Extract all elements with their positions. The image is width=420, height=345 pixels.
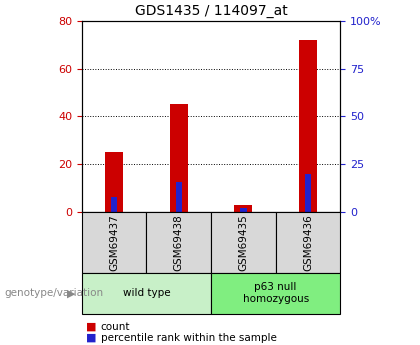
Text: percentile rank within the sample: percentile rank within the sample	[101, 333, 277, 343]
Text: GSM69436: GSM69436	[303, 214, 313, 271]
Text: GSM69435: GSM69435	[238, 214, 248, 271]
Text: genotype/variation: genotype/variation	[4, 288, 103, 298]
Bar	[82, 273, 211, 314]
Text: p63 null
homozygous: p63 null homozygous	[242, 283, 309, 304]
Text: GSM69438: GSM69438	[174, 214, 184, 271]
Text: wild type: wild type	[123, 288, 170, 298]
Bar	[304, 174, 311, 212]
Bar	[170, 105, 188, 212]
Text: ■: ■	[86, 322, 97, 332]
Bar	[211, 212, 276, 273]
Bar	[211, 273, 340, 314]
Text: ■: ■	[86, 333, 97, 343]
Bar	[147, 212, 211, 273]
Bar	[176, 181, 182, 212]
Bar	[82, 212, 147, 273]
Bar	[299, 40, 317, 212]
Text: ▶: ▶	[67, 288, 76, 298]
Text: GSM69437: GSM69437	[109, 214, 119, 271]
Bar	[240, 208, 247, 212]
Bar	[105, 152, 123, 212]
Text: count: count	[101, 322, 130, 332]
Bar	[111, 197, 118, 212]
Title: GDS1435 / 114097_at: GDS1435 / 114097_at	[135, 4, 287, 18]
Bar	[234, 205, 252, 212]
Bar	[276, 212, 340, 273]
